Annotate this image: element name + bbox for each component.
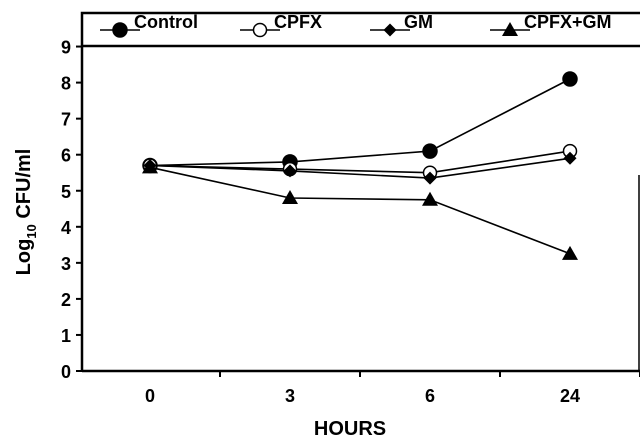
series-group <box>142 71 578 260</box>
legend-label: Control <box>134 12 198 32</box>
legend-label: GM <box>404 12 433 32</box>
data-point <box>142 159 158 174</box>
data-point <box>283 164 297 178</box>
y-axis-title-subscript: 10 <box>24 224 39 238</box>
y-tick-label: 3 <box>61 254 71 274</box>
y-tick-label: 6 <box>61 146 71 166</box>
y-tick-label: 9 <box>61 38 71 58</box>
legend-marker <box>112 22 128 38</box>
y-tick-label: 2 <box>61 290 71 310</box>
legend-label: CPFX+GM <box>524 12 612 32</box>
series-line <box>149 150 571 174</box>
y-tick-label: 5 <box>61 182 71 202</box>
data-point <box>422 143 438 159</box>
y-tick-label: 1 <box>61 326 71 346</box>
x-tick-label: 24 <box>560 386 580 406</box>
x-axis: 0 3 6 24 <box>145 371 640 406</box>
y-tick-label: 4 <box>61 218 71 238</box>
y-tick-label: 7 <box>61 110 71 130</box>
legend: Control CPFX GM CPFX+GM <box>100 12 612 38</box>
legend-marker <box>252 22 268 38</box>
legend-marker <box>502 22 518 36</box>
legend-box <box>80 11 640 48</box>
data-point <box>282 189 298 204</box>
data-point <box>562 245 578 260</box>
legend-item: CPFX <box>240 12 322 38</box>
legend-item: CPFX+GM <box>490 12 612 36</box>
x-tick-label: 6 <box>425 386 435 406</box>
data-point <box>563 151 577 165</box>
y-axis-title-main: Log <box>13 239 35 276</box>
legend-marker <box>383 23 397 37</box>
y-tick-label: 0 <box>61 362 71 382</box>
x-tick-label: 3 <box>285 386 295 406</box>
series-line <box>149 157 571 179</box>
x-tick-label: 0 <box>145 386 155 406</box>
legend-label: CPFX <box>274 12 322 32</box>
y-axis: 0 1 2 3 4 5 6 7 8 9 <box>61 38 82 382</box>
data-point <box>423 171 437 185</box>
series-line <box>149 166 571 255</box>
y-axis-title-rest: CFU/ml <box>13 149 35 225</box>
y-tick-label: 8 <box>61 74 71 94</box>
series-line <box>149 78 571 167</box>
legend-item: Control <box>100 12 198 38</box>
x-axis-title: HOURS <box>314 418 386 440</box>
data-point <box>422 191 438 206</box>
series-control <box>142 71 578 174</box>
data-point <box>562 71 578 87</box>
series-cpfx-gm <box>142 159 578 260</box>
legend-item: GM <box>370 12 433 37</box>
y-axis-title: Log10 CFU/ml <box>13 149 39 276</box>
